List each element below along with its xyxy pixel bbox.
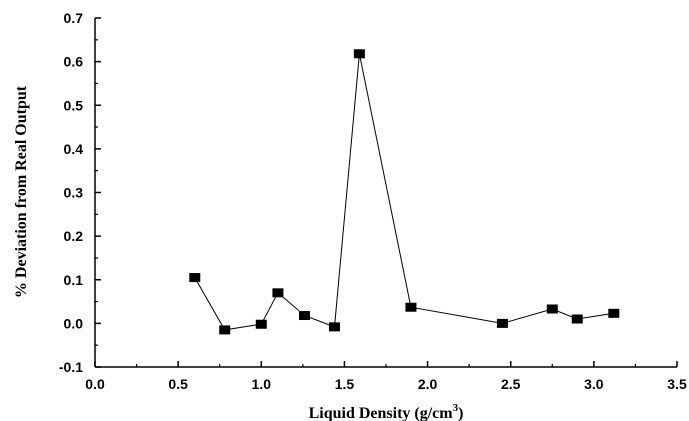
y-tick-label-6: 0.5: [64, 97, 84, 113]
y-tick-label-8: 0.7: [64, 10, 84, 26]
data-point-7: [405, 302, 417, 312]
data-point-1: [219, 325, 231, 335]
data-point-4: [299, 311, 311, 321]
data-point-8: [496, 318, 508, 328]
series-group: [189, 49, 620, 335]
y-tick-label-5: 0.4: [64, 141, 84, 157]
x-axis-title-superscript: 3: [453, 402, 459, 414]
data-point-2: [255, 319, 267, 329]
data-point-6: [353, 49, 365, 59]
data-point-0: [189, 273, 201, 283]
plot-frame: [94, 18, 677, 368]
data-point-10: [571, 314, 583, 324]
x-tick-label-3: 1.5: [335, 376, 355, 392]
x-tick-label-0: 0.0: [85, 376, 105, 392]
y-tick-label-1: 0.0: [64, 315, 84, 331]
x-axis-title: Liquid Density (g/cm3): [309, 402, 464, 421]
x-tick-label-1: 0.5: [168, 376, 188, 392]
series-line-0: [194, 53, 614, 331]
x-ticks: 0.0 0.5 1.0 1.5 2.0 2.5 3.0 3.5: [85, 361, 687, 392]
data-point-11: [608, 308, 620, 318]
data-point-5: [328, 322, 340, 332]
x-tick-label-6: 3.0: [584, 376, 604, 392]
x-axis-title-main: Liquid Density (g/cm: [309, 405, 454, 421]
y-tick-label-7: 0.6: [64, 54, 84, 70]
y-tick-label-3: 0.2: [64, 228, 84, 244]
y-ticks: -0.1 0.0 0.1 0.2 0.3 0.4 0.5 0.6 0.7: [59, 10, 101, 375]
y-axis-title: % Deviation from Real Output: [13, 85, 30, 298]
x-tick-label-7: 3.5: [667, 376, 687, 392]
x-tick-label-2: 1.0: [252, 376, 272, 392]
y-tick-label-0: -0.1: [59, 359, 83, 375]
y-tick-label-2: 0.1: [64, 272, 84, 288]
data-point-9: [546, 304, 558, 314]
data-point-3: [272, 288, 284, 298]
y-tick-label-4: 0.3: [64, 185, 84, 201]
x-tick-label-4: 2.0: [418, 376, 438, 392]
x-tick-label-5: 2.5: [501, 376, 521, 392]
x-axis-title-end: ): [458, 405, 463, 421]
